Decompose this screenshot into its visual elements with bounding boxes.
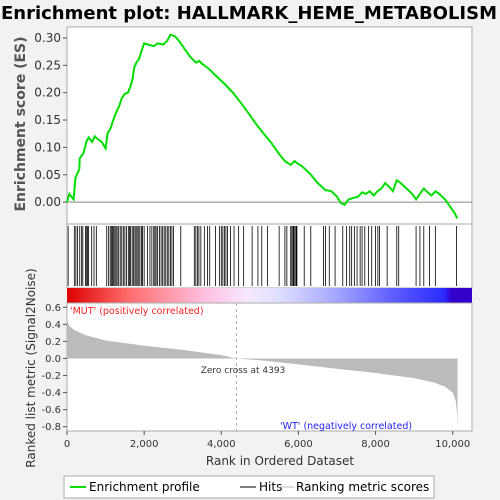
es-ytick-label: 0.05 <box>34 168 61 182</box>
es-ytick-label: 0.15 <box>34 113 61 127</box>
zero-cross-label: Zero cross at 4393 <box>201 366 286 376</box>
x-tick-label: 2,000 <box>130 439 159 450</box>
rank-ytick-label: 0.4 <box>45 320 61 331</box>
rank-ytick-label: 0.2 <box>45 337 61 348</box>
ranking-metric-panel: Zero cross at 4393 'MUT' (positively cor… <box>24 268 473 468</box>
legend: Enrichment profile Hits Ranking metric s… <box>63 475 435 499</box>
x-axis-label: Rank in Ordered Dataset <box>206 454 354 468</box>
rank-ytick-label: -0.6 <box>41 405 61 416</box>
rank-ytick-label: -0.8 <box>41 422 61 433</box>
x-tick-label: 4,000 <box>207 439 236 450</box>
es-ytick-label: 0.00 <box>34 195 61 209</box>
es-ytick-label: 0.20 <box>34 86 61 100</box>
positive-correlation-label: 'MUT' (positively correlated) <box>70 306 204 317</box>
enrichment-profile-line <box>66 33 459 219</box>
x-tick-label: 0 <box>64 439 70 450</box>
legend-hits-label: Hits <box>259 480 282 494</box>
x-tick-label: 8,000 <box>361 439 390 450</box>
x-axis: 0 2,000 4,000 6,000 8,000 10,000 Rank in Orde… <box>64 431 470 468</box>
es-axis-label: Enrichment score (ES) <box>13 36 29 211</box>
hits-panel <box>66 223 473 289</box>
rank-ytick-label: -0.4 <box>41 388 61 399</box>
rank-ytick-label: 0.6 <box>45 303 61 314</box>
x-tick-label: 6,000 <box>284 439 313 450</box>
ranking-color-strip <box>67 288 472 303</box>
rank-ytick-label: -0.2 <box>41 371 61 382</box>
x-tick-label: 10,000 <box>435 439 470 450</box>
es-ytick-label: 0.10 <box>34 140 61 154</box>
es-ytick-label: 0.25 <box>34 58 61 72</box>
legend-ranking-label: Ranking metric scores <box>296 480 429 494</box>
rank-ytick-label: 0.0 <box>45 354 61 365</box>
ranking-metric-area <box>67 307 458 430</box>
negative-correlation-label: 'WT' (negatively correlated) <box>280 421 412 432</box>
es-panel: 0.00 0.05 0.10 0.15 0.20 0.25 0.30 Enrichment … <box>13 26 473 225</box>
chart-title: Enrichment plot: HALLMARK_HEME_METABOLIS… <box>1 3 497 24</box>
es-ytick-label: 0.30 <box>34 31 61 45</box>
legend-enrichment-label: Enrichment profile <box>89 480 200 494</box>
hits-panel-frame <box>66 223 473 289</box>
ranking-color-bar <box>67 288 472 303</box>
es-panel-frame <box>66 26 473 225</box>
rank-axis-label: Ranked list metric (Signal2Noise) <box>24 268 38 467</box>
